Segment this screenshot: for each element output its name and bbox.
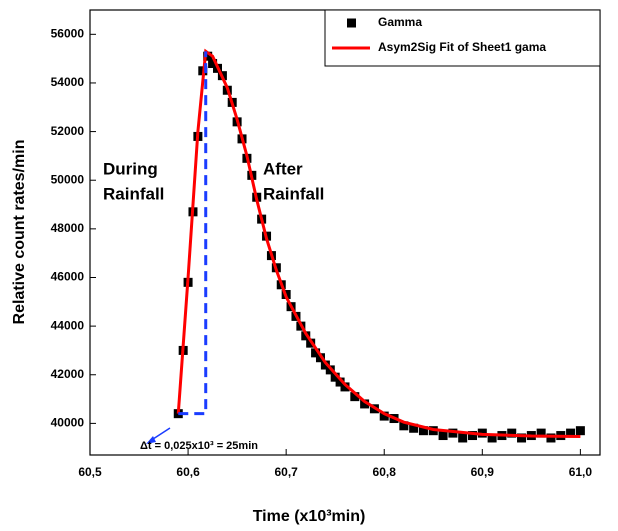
y-axis-title: Relative count rates/min [11, 140, 28, 325]
x-tick-label: 60,7 [274, 465, 298, 479]
legend-box [324, 9, 601, 67]
data-point [335, 377, 345, 387]
annotation: Rainfall [103, 184, 164, 203]
y-tick-label: 54000 [51, 75, 85, 89]
x-tick-label: 60,8 [373, 465, 397, 479]
y-tick-label: 48000 [51, 221, 85, 235]
data-point [330, 372, 340, 382]
delta-arrow-head [146, 436, 156, 444]
data-point [409, 423, 419, 433]
data-point [566, 428, 576, 438]
data-point [487, 433, 497, 443]
x-tick-label: 60,6 [176, 465, 200, 479]
data-point [379, 411, 389, 421]
y-tick-label: 46000 [51, 270, 85, 284]
data-point [350, 392, 360, 402]
data-point [203, 51, 213, 61]
x-tick-label: 60,9 [471, 465, 495, 479]
y-tick-label: 50000 [51, 172, 85, 186]
data-point [448, 428, 458, 438]
annotation: After [263, 159, 303, 178]
x-tick-label: 60,5 [78, 465, 102, 479]
annotation: Rainfall [263, 184, 324, 203]
data-point [507, 428, 517, 438]
x-tick-label: 61,0 [569, 465, 593, 479]
y-tick-label: 56000 [51, 26, 85, 40]
x-axis-title: Time (x10³min) [253, 508, 366, 525]
data-point [208, 58, 218, 68]
data-point [311, 348, 321, 358]
annotation: During [103, 159, 158, 178]
data-point [458, 433, 468, 443]
data-point [517, 433, 527, 443]
data-point [438, 431, 448, 441]
y-tick-label: 44000 [51, 318, 85, 332]
data-point [399, 421, 409, 431]
y-tick-label: 52000 [51, 124, 85, 138]
fit-line [176, 48, 581, 439]
data-point [360, 399, 370, 409]
delta-marker [178, 51, 208, 416]
data-point [575, 426, 585, 436]
data-point [546, 433, 556, 443]
y-tick-label: 42000 [51, 367, 85, 381]
legend-label: Gamma [378, 15, 422, 29]
legend-swatch [347, 18, 356, 28]
data-point [320, 360, 330, 370]
data-point [340, 382, 350, 392]
y-tick-label: 40000 [51, 416, 85, 430]
data-point [536, 428, 546, 438]
data-point [468, 431, 477, 441]
data-point [418, 426, 428, 436]
delta-t-label: Δt = 0,025x10³ = 25min [140, 440, 258, 452]
legend-label: Asym2Sig Fit of Sheet1 gama [378, 40, 546, 54]
